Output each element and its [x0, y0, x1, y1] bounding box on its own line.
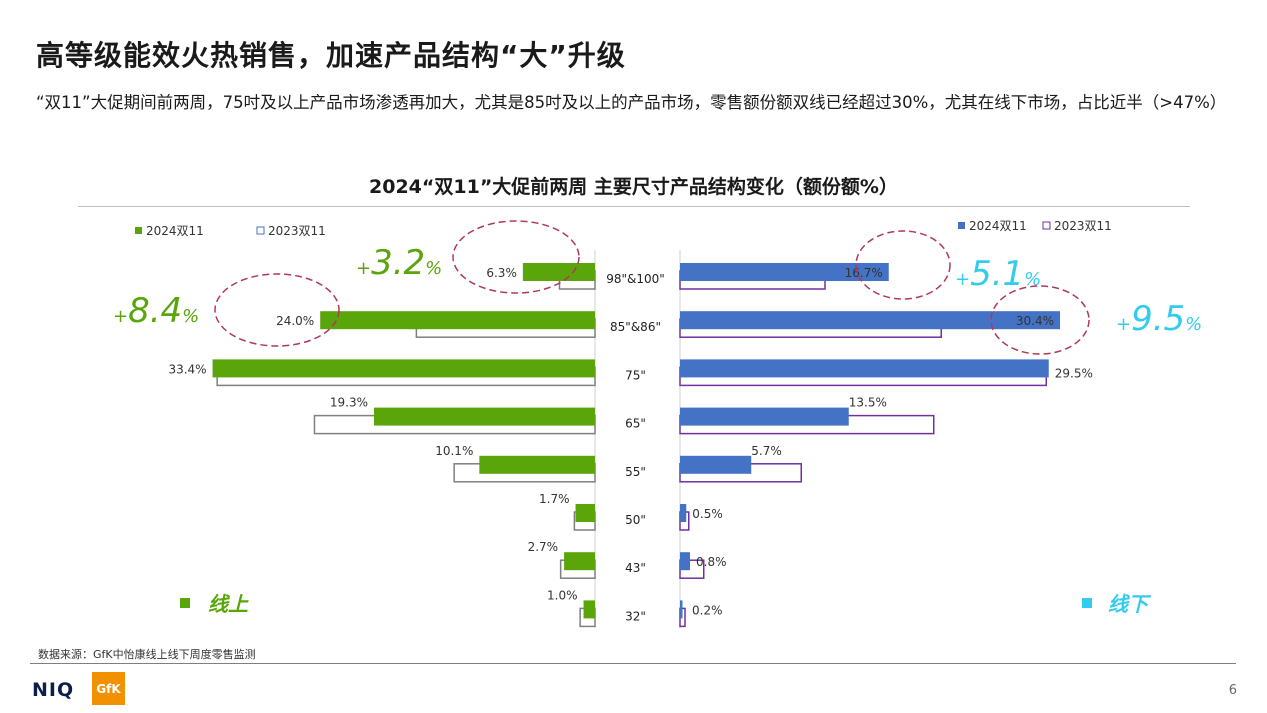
online-data-label: 1.0% — [547, 588, 578, 602]
offline-2024-bar — [680, 359, 1049, 378]
offline-data-label: 13.5% — [849, 396, 887, 410]
page-subtitle: “双11”大促期间前两周，75吋及以上产品市场渗透再加大，尤其是85吋及以上的产… — [36, 93, 1227, 112]
online-data-label: 1.7% — [539, 492, 570, 506]
category-label: 75" — [625, 368, 646, 382]
offline-data-label: 0.2% — [692, 603, 723, 617]
online-2024-bar — [583, 600, 595, 619]
niq-logo: NIQ — [32, 679, 75, 701]
page-number: 6 — [1228, 683, 1237, 698]
online-data-label: 24.0% — [276, 314, 314, 328]
offline-2024-bar — [680, 311, 1060, 330]
offline-data-label: 0.8% — [696, 555, 727, 569]
legend-online-2024-swatch — [135, 227, 142, 234]
offline-callout-85-86: +9.5% — [1116, 299, 1202, 339]
online-panel-swatch — [180, 598, 190, 608]
legend-offline-2024-label: 2024双11 — [969, 219, 1027, 233]
offline-2024-bar — [680, 455, 752, 474]
online-callout-85-86: +8.4% — [113, 291, 199, 331]
online-data-label: 19.3% — [330, 396, 368, 410]
offline-2024-bar — [680, 504, 687, 522]
category-label: 55" — [625, 465, 646, 479]
offline-2024-bar — [680, 552, 690, 571]
legend-online-2024-label: 2024双11 — [146, 224, 204, 238]
legend-offline-2023-label: 2023双11 — [1054, 219, 1112, 233]
online-data-label: 6.3% — [486, 266, 517, 280]
online-2024-bar — [320, 311, 595, 330]
legend-offline-2023-swatch — [1042, 221, 1051, 230]
online-data-label: 10.1% — [435, 444, 473, 458]
online-data-label: 33.4% — [168, 362, 206, 376]
highlight-ellipse — [855, 230, 951, 300]
online-callout-98-100: +3.2% — [356, 243, 442, 283]
offline-panel-label: 线下 — [1108, 592, 1152, 616]
category-label: 32" — [625, 609, 646, 623]
online-panel-label: 线上 — [208, 592, 249, 616]
online-2024-bar — [575, 504, 595, 522]
offline-data-label: 29.5% — [1055, 366, 1093, 380]
legend-offline-2024-swatch — [958, 222, 965, 229]
category-label: 65" — [625, 417, 646, 431]
page-title: 高等级能效火热销售，加速产品结构“大”升级 — [36, 39, 626, 72]
category-label: 98"&100" — [606, 272, 665, 286]
online-2024-bar — [374, 407, 595, 426]
data-source-note: 数据来源：GfK中怡康线上线下周度零售监测 — [38, 648, 256, 661]
footer-divider — [30, 663, 1236, 664]
gfk-logo: GfK — [92, 672, 125, 705]
online-2024-bar — [212, 359, 595, 378]
highlight-ellipse — [990, 285, 1090, 355]
highlight-ellipse — [452, 220, 580, 294]
online-data-label: 2.7% — [528, 540, 559, 554]
category-label: 85"&86" — [610, 320, 661, 334]
chart-title: 2024“双11”大促前两周 主要尺寸产品结构变化（额份额%） — [369, 176, 898, 198]
title-divider — [78, 206, 1190, 207]
category-label: 50" — [625, 513, 646, 527]
offline-data-label: 0.5% — [692, 507, 723, 521]
offline-data-label: 30.4% — [1016, 314, 1054, 328]
legend-online-2023-label: 2023双11 — [268, 224, 326, 238]
online-2024-bar — [479, 455, 595, 474]
category-label: 43" — [625, 561, 646, 575]
online-2024-bar — [522, 263, 595, 281]
legend-online-2023-swatch — [256, 226, 265, 235]
offline-data-label: 16.7% — [845, 266, 883, 280]
offline-data-label: 5.7% — [751, 444, 782, 458]
offline-panel-swatch — [1082, 598, 1092, 608]
highlight-ellipse — [214, 273, 340, 347]
offline-callout-98-100: +5.1% — [955, 254, 1041, 294]
offline-2024-bar — [680, 263, 889, 281]
offline-2024-bar — [680, 600, 683, 619]
online-2024-bar — [564, 552, 595, 571]
offline-2024-bar — [680, 407, 849, 426]
